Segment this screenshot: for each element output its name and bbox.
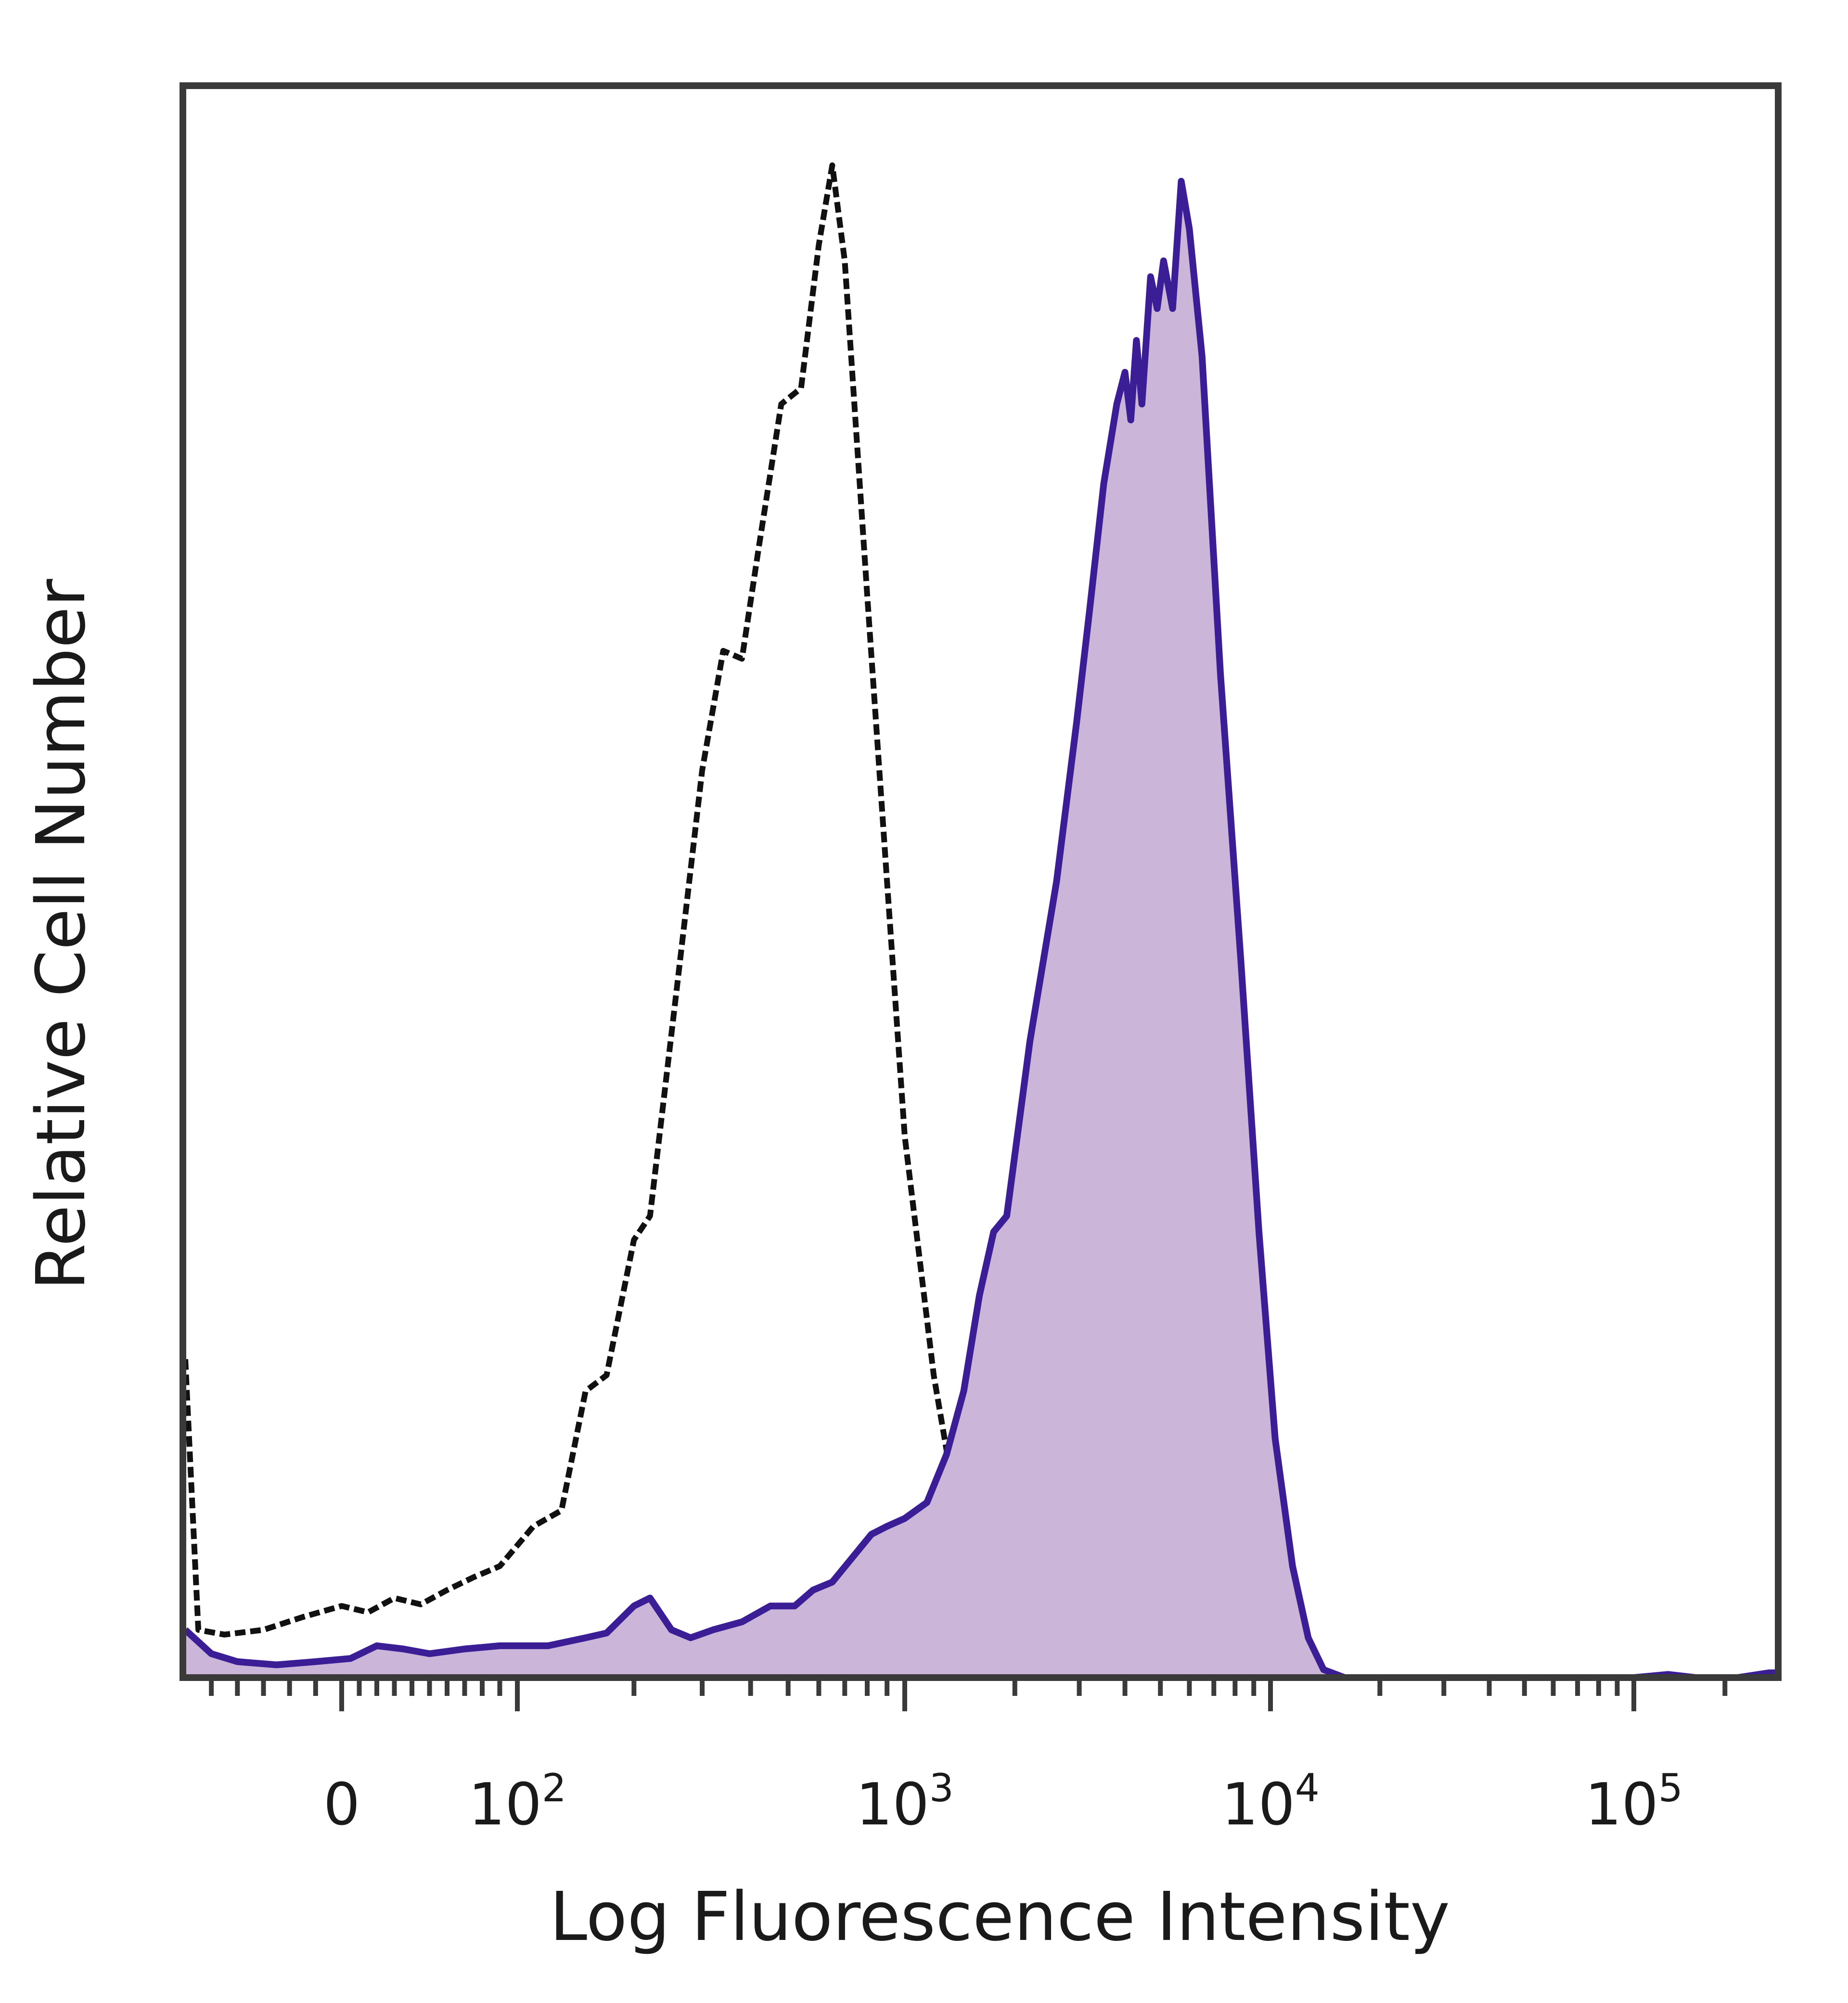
x-tick-label: 103 [856,1766,954,1838]
x-axis: 0 102 103 104 105 [209,1678,1728,1838]
x-tick-label: 0 [323,1771,360,1838]
x-tick-label: 105 [1585,1766,1683,1838]
y-axis-label: Relative Cell Number [22,579,101,1290]
plot-frame [180,82,1782,1681]
series-2-line [183,178,1778,1681]
series-layer [182,162,1778,1681]
x-axis-label: Log Fluorescence Intensity [550,1878,1450,1956]
series-1-line [182,162,1778,1680]
x-tick-label: 102 [468,1766,566,1838]
x-tick-label: 104 [1221,1766,1320,1838]
series-2-fill [185,181,1778,1678]
